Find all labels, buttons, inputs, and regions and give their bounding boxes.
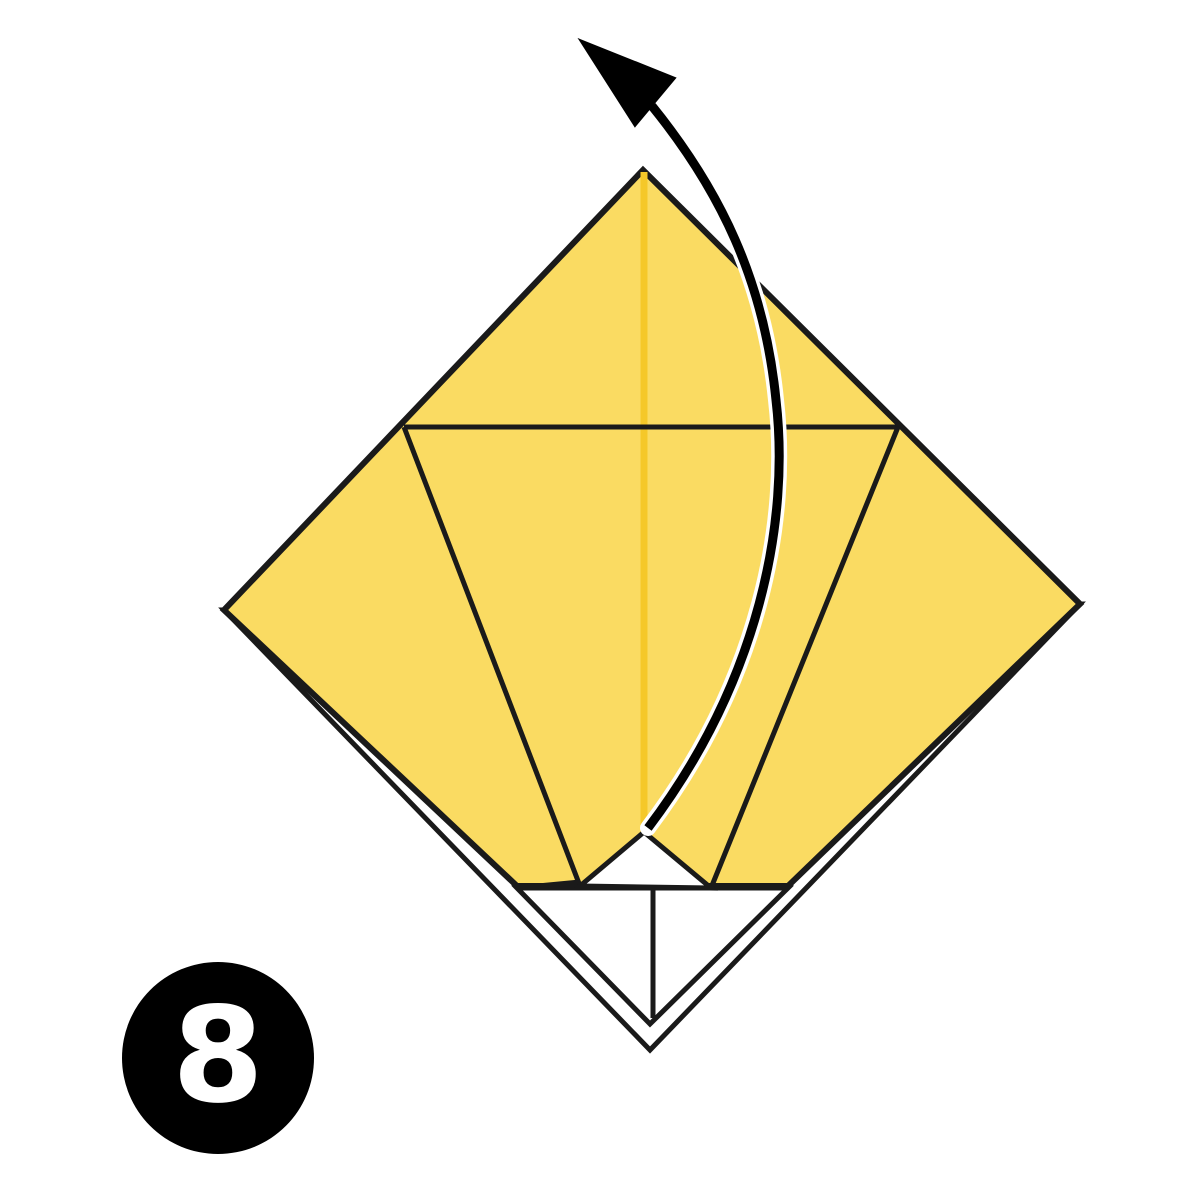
- fold-arrow-head-icon: [577, 37, 677, 128]
- fold-arrow-line: [644, 103, 784, 831]
- inner-tip-triangle: [573, 828, 719, 891]
- right-kite-edge: [708, 426, 901, 889]
- step-number: 8: [172, 979, 264, 1133]
- bottom-inner-line: [516, 879, 581, 891]
- left-kite-edge: [401, 426, 583, 887]
- step-number-badge: 8: [122, 962, 314, 1154]
- paper-yellow-face: [219, 165, 1085, 889]
